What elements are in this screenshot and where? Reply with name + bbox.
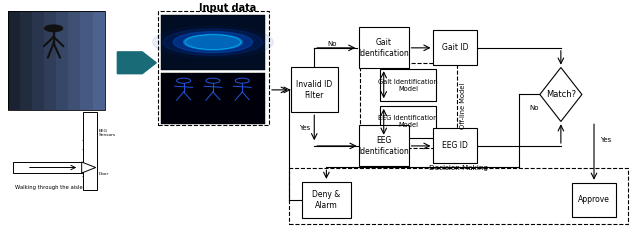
Text: Walking through the aisle: Walking through the aisle	[15, 185, 83, 190]
Text: Door: Door	[99, 172, 109, 176]
Text: Gait
Identification: Gait Identification	[358, 38, 409, 58]
FancyBboxPatch shape	[433, 128, 477, 163]
Polygon shape	[163, 29, 263, 55]
Text: Input data: Input data	[199, 3, 256, 13]
Text: Yes: Yes	[600, 137, 612, 143]
FancyBboxPatch shape	[13, 162, 82, 173]
FancyBboxPatch shape	[359, 27, 408, 68]
Text: Gait ID: Gait ID	[442, 43, 468, 52]
Text: EEG Identification
Model: EEG Identification Model	[378, 115, 438, 128]
FancyBboxPatch shape	[20, 11, 32, 110]
FancyBboxPatch shape	[68, 11, 81, 110]
Text: EEG
Sensors: EEG Sensors	[99, 129, 116, 137]
Text: Invalid ID
Filter: Invalid ID Filter	[296, 80, 332, 99]
FancyBboxPatch shape	[161, 14, 264, 70]
FancyBboxPatch shape	[289, 168, 628, 224]
Text: EEG
Identification: EEG Identification	[358, 136, 409, 156]
FancyBboxPatch shape	[32, 11, 44, 110]
Text: No: No	[529, 105, 538, 111]
Polygon shape	[82, 162, 96, 173]
Text: No: No	[327, 41, 337, 47]
Polygon shape	[173, 31, 253, 53]
FancyBboxPatch shape	[380, 106, 436, 138]
FancyBboxPatch shape	[380, 69, 436, 101]
FancyBboxPatch shape	[291, 68, 337, 112]
FancyBboxPatch shape	[572, 183, 616, 217]
Text: Deny &
Alarm: Deny & Alarm	[312, 190, 340, 210]
FancyBboxPatch shape	[56, 11, 68, 110]
FancyBboxPatch shape	[359, 126, 408, 166]
Text: Match?: Match?	[546, 90, 576, 99]
Text: Yes: Yes	[299, 125, 310, 130]
FancyBboxPatch shape	[360, 63, 457, 148]
FancyBboxPatch shape	[161, 73, 264, 124]
Polygon shape	[184, 34, 242, 50]
FancyBboxPatch shape	[81, 11, 93, 110]
Text: Gait Identification
Model: Gait Identification Model	[378, 79, 438, 92]
Text: Approve: Approve	[578, 195, 610, 204]
Text: EEG ID: EEG ID	[442, 141, 468, 151]
Polygon shape	[153, 26, 273, 58]
FancyBboxPatch shape	[8, 11, 20, 110]
FancyBboxPatch shape	[157, 11, 269, 125]
FancyBboxPatch shape	[93, 11, 104, 110]
FancyBboxPatch shape	[44, 11, 56, 110]
FancyBboxPatch shape	[83, 112, 97, 190]
FancyBboxPatch shape	[301, 182, 351, 218]
Polygon shape	[540, 68, 582, 121]
Polygon shape	[117, 52, 156, 74]
FancyBboxPatch shape	[433, 30, 477, 65]
Text: Decision Making: Decision Making	[429, 165, 488, 171]
Circle shape	[45, 25, 63, 31]
Text: Off-line Model: Off-line Model	[460, 82, 466, 129]
